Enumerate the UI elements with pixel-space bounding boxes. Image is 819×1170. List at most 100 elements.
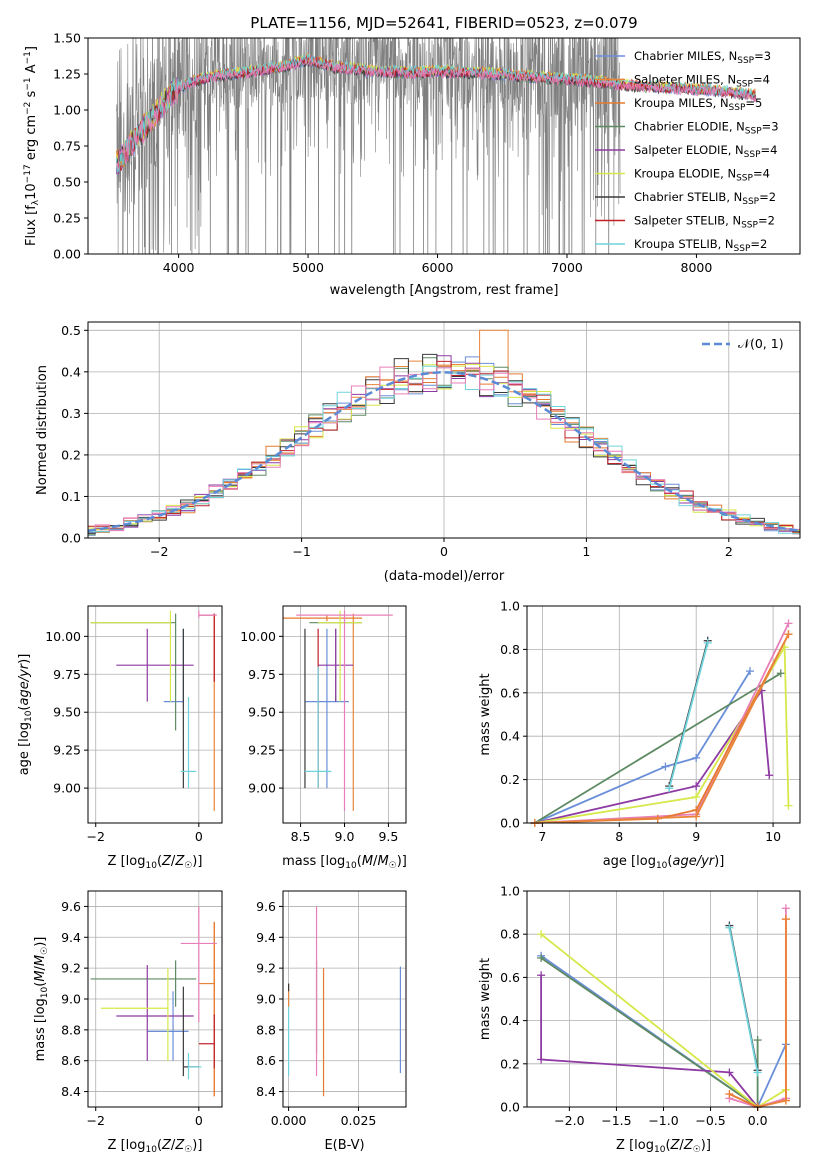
y-tick-label: 9.2 [256,961,276,976]
y-tick-label: 9.75 [248,667,276,682]
x-tick-label: 0.000 [271,1113,307,1128]
y-axis-label: mass weight [478,673,493,755]
y-tick-label: 9.00 [53,781,81,796]
x-tick-label: 8 [615,829,623,844]
weight-series-line [534,688,771,824]
weight-series-line [757,919,787,1108]
x-axis-label: E(B-V) [324,1138,364,1153]
y-tick-label: 0.2 [500,772,520,787]
spectrum-legend: Chabrier MILES, NSSP=3 Salpeter MILES, NS… [595,49,779,254]
y-tick-label: 8.4 [61,1084,81,1099]
weight-lines-area [530,619,793,827]
x-axis-label: mass [log10(M/M☉)] [282,854,407,871]
x-tick-label: 9.5 [378,829,398,844]
y-tick-label: 1.0 [500,599,520,614]
figure-title: PLATE=1156, MJD=52641, FIBERID=0523, z=0… [250,14,637,32]
spectrum-panel: Chabrier MILES, NSSP=3 Salpeter MILES, NS… [23,31,801,298]
x-tick-label: 9 [692,829,700,844]
data-spectrum-line [116,38,621,254]
y-tick-label: 9.25 [53,743,81,758]
weight-series-line [540,957,759,1109]
x-tick-label: −1.0 [648,1113,678,1128]
y-tick-label: 9.50 [248,705,276,720]
weight-series-line [668,642,709,789]
x-tick-label: −2 [87,829,105,844]
x-tick-label: 1 [582,544,590,559]
legend-label: Kroupa ELODIE, NSSP=4 [634,167,770,184]
x-axis-label: Z [log10(Z/Z☉)] [108,1138,203,1155]
residuals-panel: 𝒩(0, 1) −2 −1 0 1 2 0.0 0.1 0.2 0.3 0.4 0.5 (data-mo… [35,321,801,584]
y-axis-label: Normed distribution [35,365,50,495]
y-tick-label: 1.25 [53,67,81,82]
y-tick-label: 9.6 [256,899,276,914]
errorbar-area [287,906,402,1097]
y-tick-label: 8.6 [61,1053,81,1068]
x-tick-label: 4000 [163,260,195,275]
x-axis-label: (data-model)/error [384,569,505,584]
x-tick-label: 0.025 [341,1113,377,1128]
model-spectrum-line [116,57,757,170]
x-tick-label: 8.5 [291,829,311,844]
x-tick-label: 7000 [551,260,583,275]
y-tick-label: 1.0 [500,884,520,899]
spectrum-plot-area [116,38,757,254]
y-tick-label: 10.00 [45,629,81,644]
x-tick-label: 0.0 [748,1113,768,1128]
histogram-step [88,357,800,536]
age_vs_mass-panel: 8.5 9.0 9.5 9.00 9.25 9.50 9.75 10.00 mass [log1… [240,605,407,871]
y-tick-label: 9.0 [256,992,276,1007]
mass_vs_ebv-panel: 0.000 0.025 8.4 8.6 8.8 9.0 9.2 9.4 9.6 E(B-V) [256,890,407,1153]
weight-series-line [534,670,751,824]
y-tick-label: 9.00 [248,781,276,796]
y-tick-label: 0.6 [500,970,520,985]
y-axis-label: mass [log10(M/M☉)] [33,937,50,1062]
y-tick-label: 8.4 [256,1084,276,1099]
y-tick-label: 0.4 [500,729,520,744]
x-tick-label: 6000 [422,260,454,275]
y-tick-label: 10.00 [240,629,276,644]
y-tick-label: 0.3 [61,406,81,421]
y-tick-label: 0.8 [500,927,520,942]
x-tick-label: 0 [195,1113,203,1128]
x-tick-label: 10 [765,829,781,844]
y-tick-label: 9.75 [53,667,81,682]
x-tick-label: −0.5 [695,1113,725,1128]
x-tick-label: 8000 [681,260,713,275]
x-tick-label: 0 [440,544,448,559]
x-tick-label: 7 [538,829,546,844]
y-tick-label: 9.50 [53,705,81,720]
x-axis-label: Z [log10(Z/Z☉)] [616,1138,711,1155]
y-tick-label: 9.0 [61,992,81,1007]
y-axis-label: Flux [fλ10−17 erg cm−2 s−1 A−1] [23,46,41,246]
x-axis-label: Z [log10(Z/Z☉)] [108,854,203,871]
legend-label: Chabrier MILES, NSSP=3 [634,49,771,66]
histogram-area [88,329,800,536]
y-tick-label: 9.4 [256,930,276,945]
y-tick-label: 9.2 [61,961,81,976]
x-tick-label: −1.5 [601,1113,631,1128]
legend-label: Chabrier ELODIE, NSSP=3 [634,120,779,137]
y-tick-label: 9.4 [61,930,81,945]
histogram-step [88,366,800,532]
x-tick-label: 9.0 [335,829,355,844]
x-tick-label: −1 [292,544,310,559]
y-tick-label: 0.25 [53,211,81,226]
y-tick-label: 0.0 [61,531,81,546]
legend-label: Chabrier STELIB, NSSP=2 [634,190,776,207]
y-tick-label: 1.50 [53,31,81,46]
y-tick-label: 1.00 [53,103,81,118]
x-tick-label: −2 [150,544,168,559]
y-tick-label: 0.0 [500,1100,520,1115]
axes-frame [87,605,223,824]
y-tick-label: 0.2 [500,1056,520,1071]
y-tick-label: 0.00 [53,247,81,262]
y-tick-label: 0.0 [500,816,520,831]
mass_weight_vs_age-panel: 7 8 9 10 0.0 0.2 0.4 0.6 0.8 1.0 age [log10(age/yr… [478,599,801,871]
x-axis-label: wavelength [Angstrom, rest frame] [330,283,559,298]
histogram-step [88,365,800,535]
legend-label: 𝒩(0, 1) [738,336,784,351]
y-tick-label: 0.1 [61,489,81,504]
y-tick-label: 0.8 [500,642,520,657]
y-tick-label: 0.2 [61,447,81,462]
